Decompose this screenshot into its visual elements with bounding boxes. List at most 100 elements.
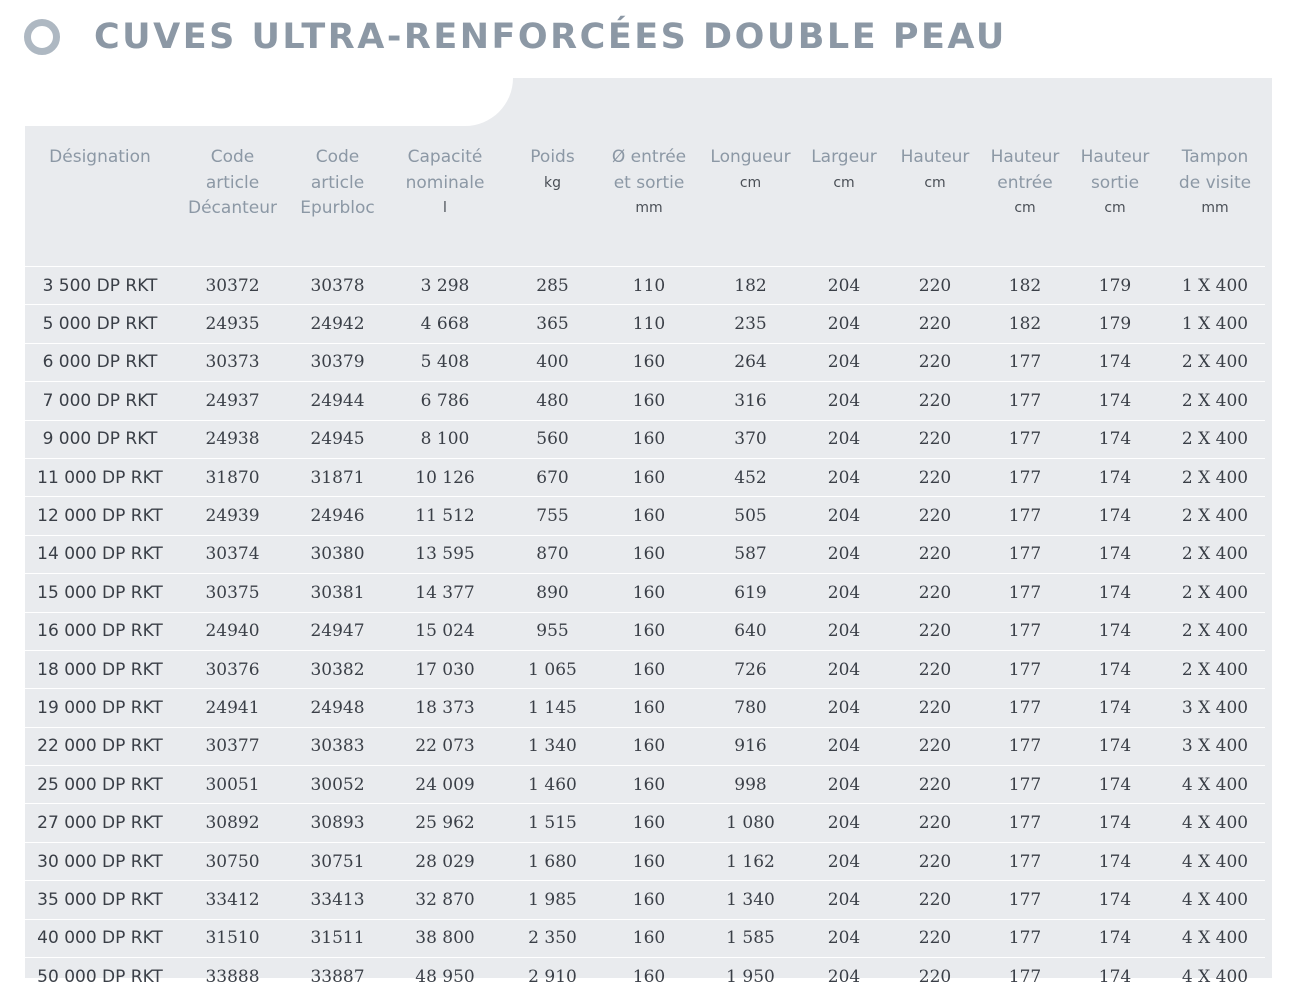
table-cell: 177 [985,534,1065,574]
table-cell: 400 [505,342,600,382]
table-cell: 204 [803,803,885,843]
column-header: Désignation [25,126,175,267]
table-cell: 31510 [175,918,290,958]
table-cell: 235 [698,304,803,344]
table-cell: 160 [600,381,698,421]
table-cell: 174 [1065,611,1165,651]
table-row: 9 000 DP RKT 24938 24945 8 100 560 160 370 204 2… [25,419,1265,459]
table-cell: 33413 [290,880,385,920]
table-cell: 220 [885,496,985,536]
table-row: 5 000 DP RKT 24935 24942 4 668 365 110 235 204 2… [25,304,1265,344]
table-cell: 870 [505,534,600,574]
table-cell: 1 515 [505,803,600,843]
table-cell: 204 [803,957,885,996]
table-cell: 174 [1065,496,1165,536]
table-cell: 18 373 [385,688,505,728]
column-header-label: Longueur [710,147,791,167]
table-cell: 2 910 [505,957,600,996]
column-header: Largeur cm [803,126,885,267]
table-cell: 30380 [290,534,385,574]
table-row: 25 000 DP RKT 30051 30052 24 009 1 460 160 998… [25,765,1265,804]
table-cell: 220 [885,649,985,689]
column-header-label: de visite [1178,172,1252,193]
table-cell: 780 [698,688,803,728]
column-header-label: nominale [405,172,485,193]
table-cell: 33887 [290,957,385,996]
column-unit: cm [1014,200,1036,216]
table-cell: 30751 [290,841,385,881]
table-cell: 220 [885,573,985,613]
table-cell: 24947 [290,611,385,651]
table-cell: 160 [600,765,698,804]
table-cell: 5 408 [385,342,505,382]
table-cell: 160 [600,726,698,766]
table-cell: 1 985 [505,880,600,920]
table-cell: 670 [505,457,600,497]
table-cell: 890 [505,573,600,613]
column-unit: cm [739,174,762,191]
table-row: 30 000 DP RKT 30750 30751 28 029 1 680 160 1 1… [25,841,1265,881]
table-cell: 174 [1065,342,1165,382]
table-cell: 560 [505,419,600,459]
column-header-label: Largeur [811,147,877,167]
table-cell: 30750 [175,841,290,881]
table-cell: 174 [1065,918,1165,958]
title-row: CUVES ULTRA-RENFORCÉES DOUBLE PEAU [24,12,1007,62]
table-cell: 1 680 [505,841,600,881]
column-header-label: Code [315,147,360,167]
column-header-label: article [310,172,365,193]
column-header: Hauteur entrée cm [985,126,1065,267]
table-cell: 316 [698,381,803,421]
table-cell: 174 [1065,534,1165,574]
table-cell: 640 [698,611,803,651]
table-cell: 30379 [290,342,385,382]
table-cell: 220 [885,880,985,920]
table-cell: 220 [885,765,985,804]
table-cell: 204 [803,457,885,497]
table-cell: 110 [600,304,698,344]
table-cell: 204 [803,265,885,305]
table-row: 6 000 DP RKT 30373 30379 5 408 400 160 264 204 2… [25,342,1265,382]
table-cell: 726 [698,649,803,689]
column-header-label: entrée [997,172,1053,193]
table-cell: 220 [885,957,985,996]
table-cell: 1 145 [505,688,600,728]
designation-cell: 15 000 DP RKT [25,573,175,613]
table-cell: 4 X 400 [1165,841,1265,881]
column-unit: l [443,200,447,216]
table-cell: 1 X 400 [1165,265,1265,305]
table-row: 27 000 DP RKT 30892 30893 25 962 1 515 160 1 0… [25,803,1265,843]
table-cell: 177 [985,649,1065,689]
table-cell: 177 [985,918,1065,958]
spec-table: Désignation Code article Décanteur Code artic… [25,126,1265,996]
table-cell: 160 [600,880,698,920]
table-cell: 177 [985,803,1065,843]
column-header-label: Ø entrée [611,147,687,167]
table-cell: 285 [505,265,600,305]
table-cell: 24945 [290,419,385,459]
table-cell: 8 100 [385,419,505,459]
table-cell: 31870 [175,457,290,497]
table-cell: 160 [600,688,698,728]
table-cell: 179 [1065,265,1165,305]
table-cell: 204 [803,688,885,728]
table-cell: 30893 [290,803,385,843]
table-cell: 160 [600,496,698,536]
table-cell: 24946 [290,496,385,536]
table-cell: 220 [885,381,985,421]
table-cell: 177 [985,381,1065,421]
column-header: Code article Décanteur [175,126,290,267]
designation-cell: 11 000 DP RKT [25,457,175,497]
table-cell: 916 [698,726,803,766]
table-cell: 1 340 [505,726,600,766]
designation-cell: 18 000 DP RKT [25,649,175,689]
table-cell: 38 800 [385,918,505,958]
table-cell: 177 [985,573,1065,613]
table-cell: 13 595 [385,534,505,574]
table-cell: 505 [698,496,803,536]
table-body: 3 500 DP RKT 30372 30378 3 298 285 110 182 204 2… [25,265,1265,996]
table-cell: 220 [885,342,985,382]
table-cell: 174 [1065,880,1165,920]
table-cell: 2 X 400 [1165,649,1265,689]
designation-cell: 25 000 DP RKT [25,765,175,804]
